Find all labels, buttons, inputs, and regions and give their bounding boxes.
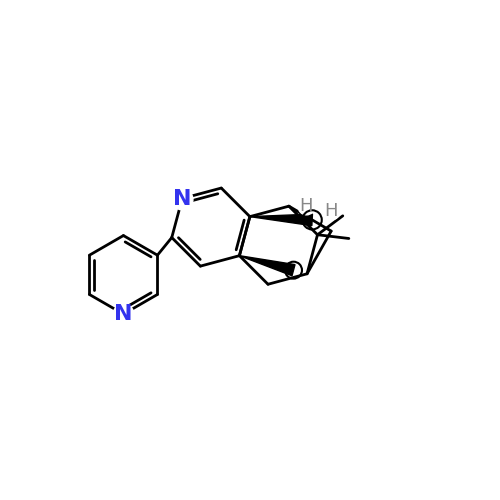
Polygon shape	[250, 214, 312, 226]
Polygon shape	[240, 256, 295, 276]
Text: H: H	[300, 197, 313, 215]
Text: N: N	[114, 304, 132, 324]
Text: N: N	[173, 188, 192, 208]
Text: H: H	[324, 202, 338, 220]
